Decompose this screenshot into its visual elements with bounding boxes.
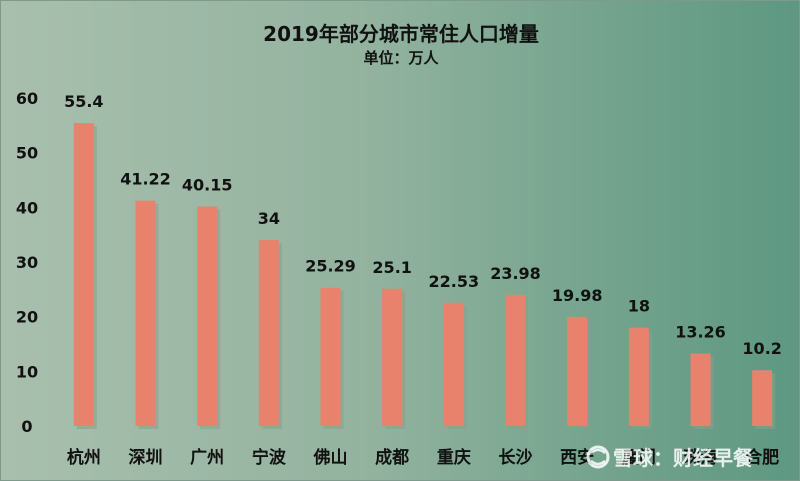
x-tick-label: 宁波: [252, 447, 287, 468]
y-tick-label: 30: [16, 253, 38, 272]
data-labels: 55.4 41.22 40.15 34 25.29 25.1 22.53 23.98 19.98…: [64, 92, 782, 358]
x-tick-label: 重庆: [437, 447, 471, 468]
data-label: 55.4: [64, 92, 103, 111]
bar: [197, 206, 218, 426]
y-tick-label: 50: [16, 144, 38, 163]
chart-title: 2019年部分城市常住人口增量: [263, 22, 539, 46]
x-tick-label: 厦门: [622, 447, 656, 468]
data-label: 41.22: [120, 170, 171, 189]
y-tick-label: 20: [16, 308, 38, 327]
y-tick-label: 10: [16, 362, 38, 381]
bar: [690, 353, 711, 426]
chart-subtitle: 单位：万人: [363, 49, 439, 67]
x-tick-label: 佛山: [313, 447, 348, 468]
y-tick-label: 40: [16, 198, 38, 217]
bar: [320, 287, 341, 426]
bar: [258, 240, 279, 426]
data-label: 34: [258, 209, 280, 228]
y-axis: 0 10 20 30 40 50 60: [16, 89, 38, 436]
x-tick-label: 成都: [375, 447, 409, 468]
data-label: 13.26: [675, 323, 726, 342]
x-tick-label: 深圳: [129, 447, 163, 468]
data-label: 19.98: [552, 286, 603, 305]
data-label: 10.2: [742, 339, 781, 358]
bar: [505, 294, 526, 426]
x-tick-label: 合肥: [745, 447, 779, 468]
data-label: 25.29: [305, 257, 356, 276]
data-label: 25.1: [372, 258, 411, 277]
bar: [752, 370, 773, 426]
x-axis: 杭州 深圳 广州 宁波 佛山 成都 重庆 长沙 西安 厦门 珠海 合肥: [67, 447, 779, 468]
bar: [135, 200, 156, 426]
bar: [73, 123, 94, 426]
bar: [628, 327, 649, 426]
snowball-logo-icon: [586, 445, 610, 469]
data-label: 18: [628, 297, 650, 316]
watermark-text: 雪球：财经早餐: [613, 446, 754, 470]
data-label: 22.53: [429, 272, 480, 291]
y-tick-label: 0: [21, 417, 32, 436]
x-tick-label: 珠海: [684, 447, 718, 468]
x-tick-label: 杭州: [67, 447, 101, 468]
data-label: 23.98: [490, 264, 541, 283]
bar: [567, 316, 588, 426]
x-tick-label: 西安: [560, 447, 594, 468]
x-tick-label: 广州: [190, 447, 224, 468]
bar-series: [73, 123, 776, 429]
bar: [382, 288, 403, 426]
y-tick-label: 60: [16, 89, 38, 108]
bar: [443, 302, 464, 426]
watermark: 雪球：财经早餐: [586, 445, 754, 470]
data-label: 40.15: [182, 176, 233, 195]
x-tick-label: 长沙: [499, 447, 533, 468]
